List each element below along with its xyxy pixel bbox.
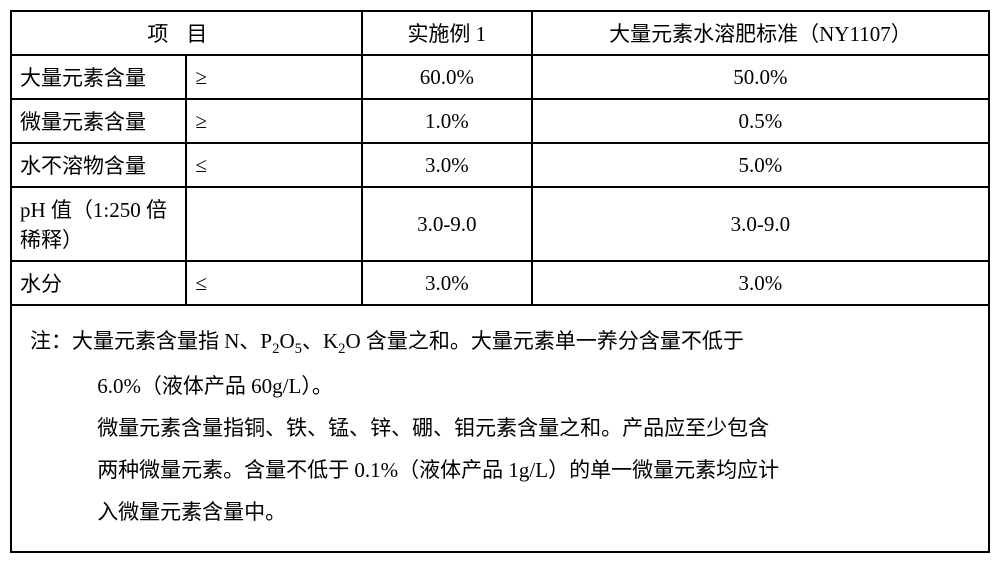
row-op: ≥ — [186, 55, 361, 99]
row-op — [186, 187, 361, 261]
row-example: 3.0% — [362, 143, 532, 187]
row-standard: 0.5% — [532, 99, 989, 143]
table-row: 水分 ≤ 3.0% 3.0% — [11, 261, 989, 305]
row-standard: 3.0% — [532, 261, 989, 305]
note-cell: 注：大量元素含量指 N、P2O5、K2O 含量之和。大量元素单一养分含量不低于 … — [11, 305, 989, 552]
note-line: 两种微量元素。含量不低于 0.1%（液体产品 1g/L）的单一微量元素均应计 — [30, 449, 970, 491]
row-standard: 5.0% — [532, 143, 989, 187]
row-example: 3.0-9.0 — [362, 187, 532, 261]
row-op: ≤ — [186, 261, 361, 305]
note-line: 6.0%（液体产品 60g/L）。 — [30, 365, 970, 407]
row-item: 水不溶物含量 — [11, 143, 186, 187]
header-item: 项目 — [11, 11, 362, 55]
table-row: 水不溶物含量 ≤ 3.0% 5.0% — [11, 143, 989, 187]
row-op: ≤ — [186, 143, 361, 187]
note-line: 注：大量元素含量指 N、P2O5、K2O 含量之和。大量元素单一养分含量不低于 — [30, 320, 970, 365]
note-line: 入微量元素含量中。 — [30, 491, 970, 533]
row-example: 3.0% — [362, 261, 532, 305]
header-example: 实施例 1 — [362, 11, 532, 55]
row-item: pH 值（1:250 倍稀释） — [11, 187, 186, 261]
row-item: 水分 — [11, 261, 186, 305]
row-example: 1.0% — [362, 99, 532, 143]
row-op: ≥ — [186, 99, 361, 143]
row-item: 微量元素含量 — [11, 99, 186, 143]
header-standard: 大量元素水溶肥标准（NY1107） — [532, 11, 989, 55]
row-example: 60.0% — [362, 55, 532, 99]
table-row: 大量元素含量 ≥ 60.0% 50.0% — [11, 55, 989, 99]
table-header-row: 项目 实施例 1 大量元素水溶肥标准（NY1107） — [11, 11, 989, 55]
table-note-row: 注：大量元素含量指 N、P2O5、K2O 含量之和。大量元素单一养分含量不低于 … — [11, 305, 989, 552]
table-row: 微量元素含量 ≥ 1.0% 0.5% — [11, 99, 989, 143]
note-line: 微量元素含量指铜、铁、锰、锌、硼、钼元素含量之和。产品应至少包含 — [30, 407, 970, 449]
row-item: 大量元素含量 — [11, 55, 186, 99]
row-standard: 3.0-9.0 — [532, 187, 989, 261]
fertilizer-spec-table: 项目 实施例 1 大量元素水溶肥标准（NY1107） 大量元素含量 ≥ 60.0… — [10, 10, 990, 553]
table-row: pH 值（1:250 倍稀释） 3.0-9.0 3.0-9.0 — [11, 187, 989, 261]
row-standard: 50.0% — [532, 55, 989, 99]
